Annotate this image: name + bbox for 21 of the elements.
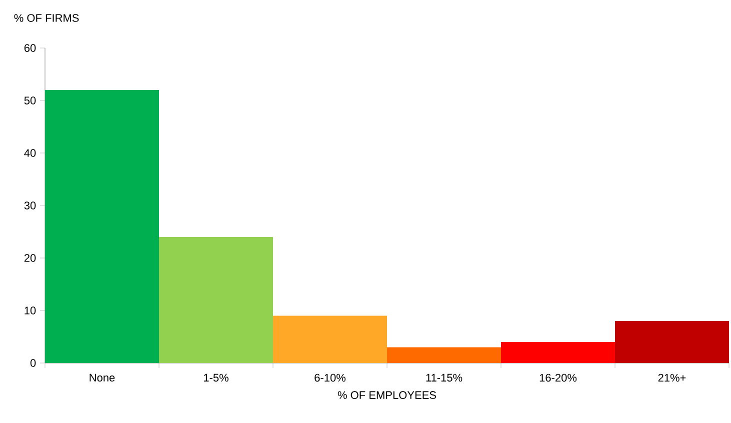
- y-tick-label: 10: [24, 306, 36, 314]
- y-tick-label: 20: [24, 254, 36, 262]
- y-tick-label: 0: [30, 359, 36, 367]
- bar: [615, 321, 730, 363]
- x-tick-label: 11-15%: [426, 374, 462, 382]
- x-tick-label: 21%+: [658, 374, 686, 382]
- y-axis-title: % OF FIRMS: [14, 14, 79, 22]
- y-tick-label: 60: [24, 44, 36, 52]
- bar: [159, 237, 274, 363]
- bar: [501, 342, 616, 363]
- y-tick-label: 30: [24, 202, 36, 210]
- x-axis-title: % OF EMPLOYEES: [338, 391, 436, 399]
- x-tick-label: None: [90, 374, 115, 382]
- y-tick-label: 50: [24, 96, 36, 104]
- bar: [387, 347, 502, 363]
- x-tick-label: 6-10%: [314, 374, 346, 382]
- bar: [45, 90, 159, 363]
- bar: [273, 316, 388, 363]
- y-tick-label: 40: [24, 149, 36, 157]
- x-tick-label: 1-5%: [204, 374, 228, 382]
- x-tick-label: 16-20%: [540, 374, 577, 382]
